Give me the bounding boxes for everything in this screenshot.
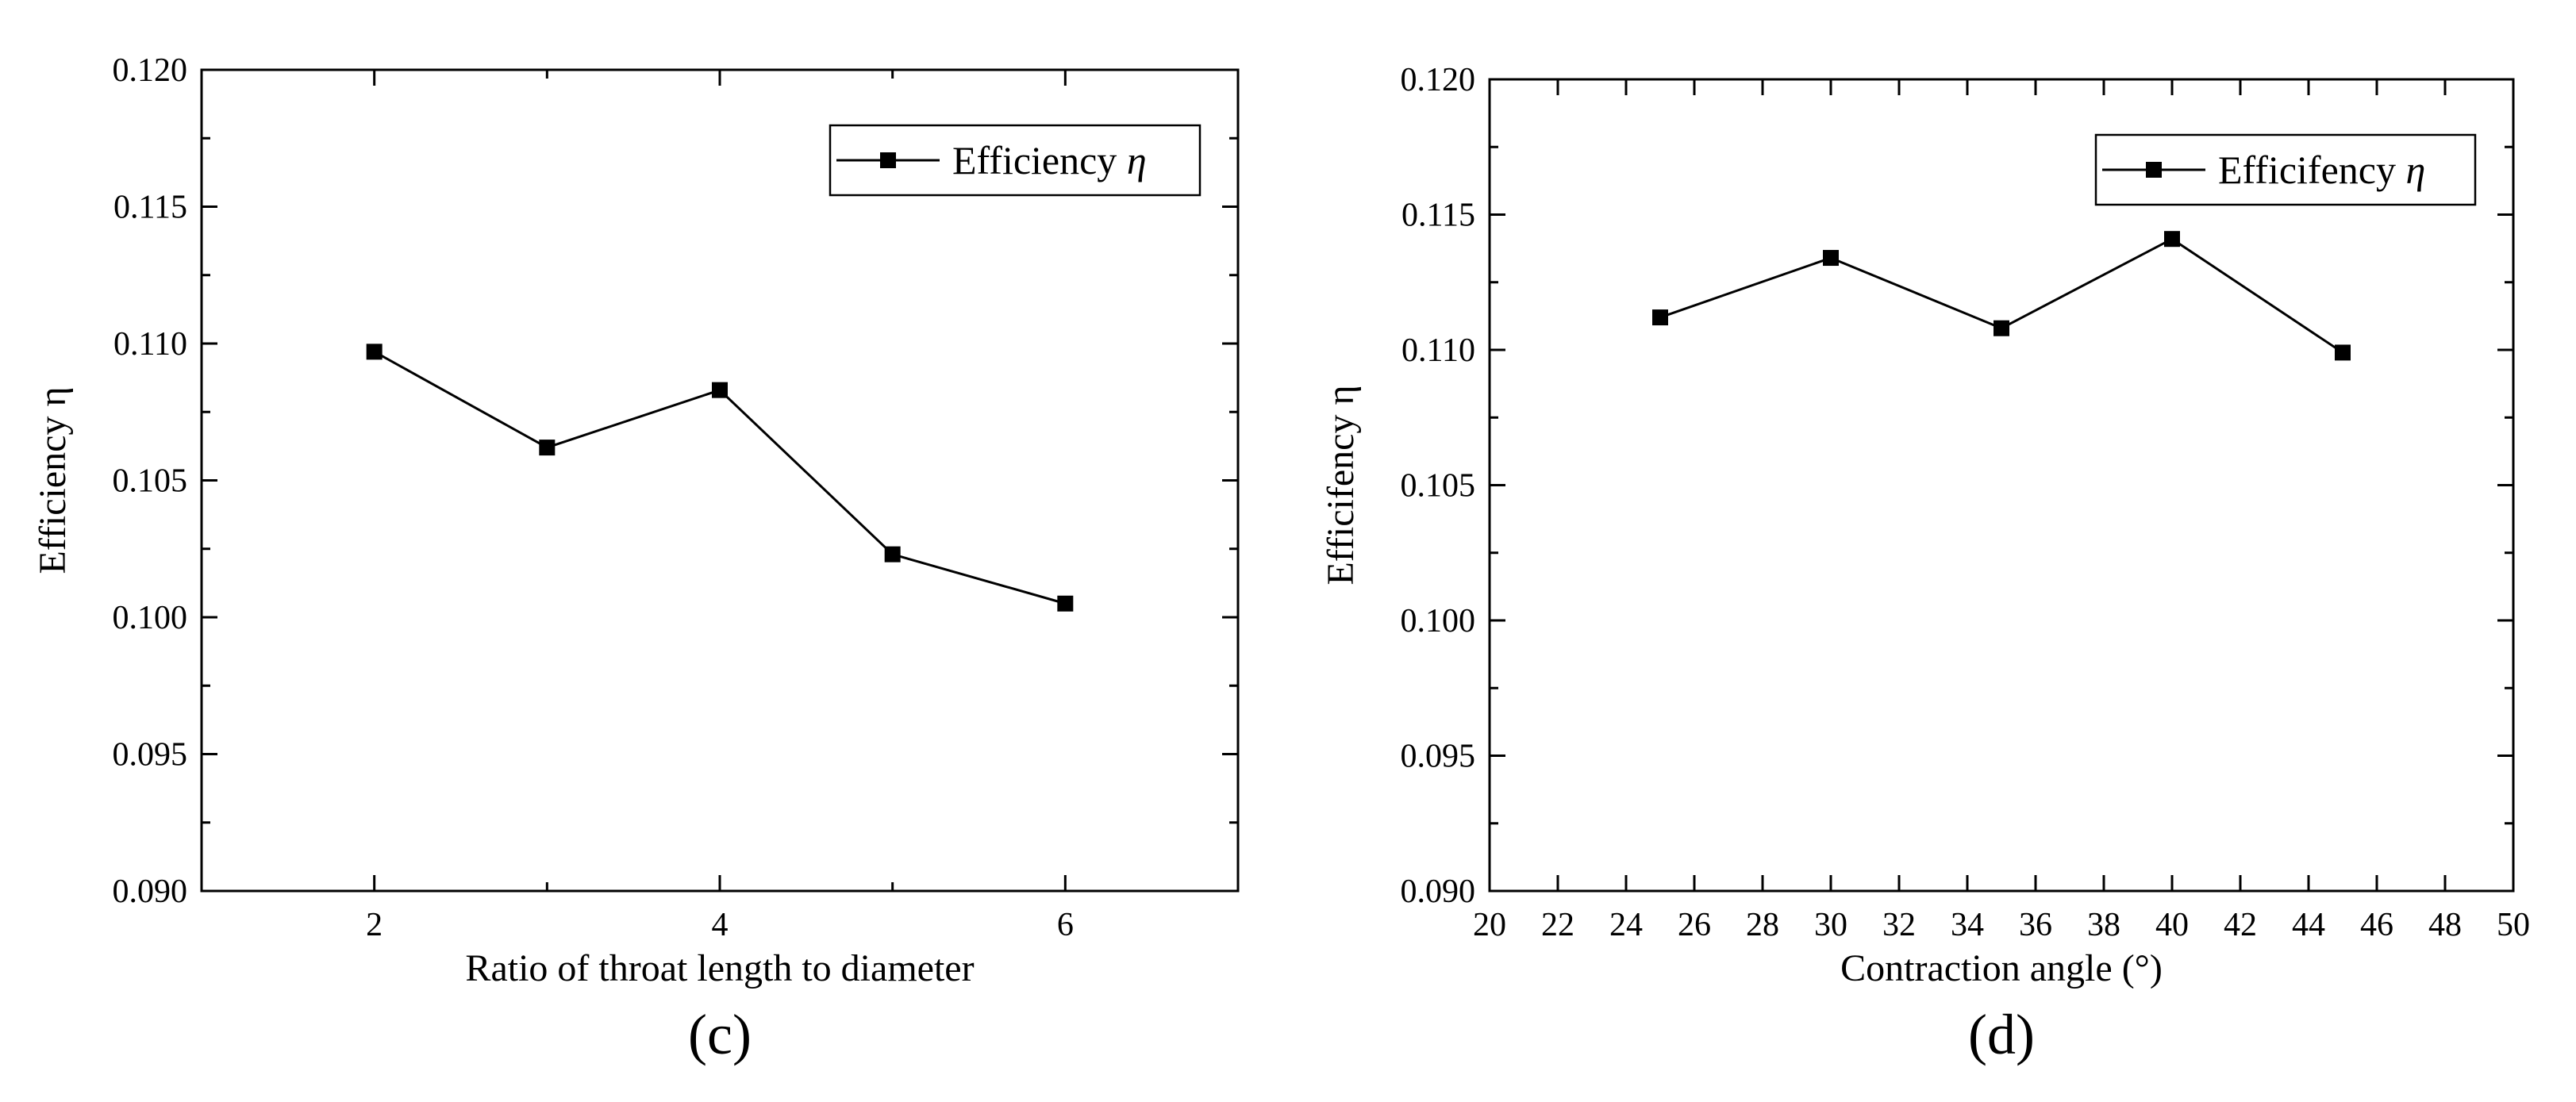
chart-1-series-0-point — [2335, 344, 2351, 361]
chart-1-legend-text: Efficifency — [2218, 148, 2396, 192]
chart-0-xtick-label: 6 — [1057, 907, 1074, 943]
chart-1-panel-label: (d) — [1968, 1003, 2035, 1066]
chart-1-ytick-label: 0.100 — [1401, 603, 1476, 639]
chart-1-xtick-label: 46 — [2360, 907, 2393, 943]
chart-0-ytick-label: 0.110 — [113, 326, 187, 363]
chart-0-series-0-point — [1057, 595, 1074, 612]
chart-1-ytick-label: 0.115 — [1401, 198, 1475, 234]
chart-1-ytick-label: 0.120 — [1401, 62, 1476, 98]
chart-0-ytick-label: 0.115 — [113, 190, 187, 226]
chart-1-xtick-label: 34 — [1951, 907, 1984, 943]
chart-0-legend-symbol: η — [1127, 138, 1147, 182]
chart-1-xtick-label: 30 — [1814, 907, 1847, 943]
chart-0-series-0-point — [366, 344, 383, 360]
chart-1-series-0-point — [1652, 309, 1668, 326]
chart-0-legend-label: Efficiency η — [952, 138, 1147, 182]
chart-1: 0.090 0.095 0.100 0.105 0.110 0.115 0.120 20 22 2… — [1320, 62, 2530, 1066]
chart-1-xtick-label: 36 — [2019, 907, 2052, 943]
chart-0-ytick-label: 0.100 — [113, 600, 188, 636]
chart-1-xtick-label: 22 — [1541, 907, 1574, 943]
chart-1-xtick-label: 38 — [2087, 907, 2120, 943]
chart-1-xtick-label: 24 — [1609, 907, 1643, 943]
chart-1-xtick-label: 20 — [1473, 907, 1506, 943]
chart-1-xtick-label: 48 — [2428, 907, 2462, 943]
chart-1-xtick-label: 50 — [2497, 907, 2530, 943]
chart-0-series-0-point — [539, 440, 556, 456]
chart-1-ytick-label: 0.110 — [1401, 332, 1475, 369]
chart-1-ytick-label: 0.105 — [1401, 468, 1476, 505]
chart-1-legend: Efficifency η — [2094, 133, 2477, 206]
chart-0-xlabel: Ratio of throat length to diameter — [465, 947, 974, 989]
chart-0-ylabel: Efficiency η — [32, 386, 74, 574]
chart-0-ytick-label: 0.090 — [113, 874, 188, 910]
chart-1-ytick-label: 0.095 — [1401, 739, 1476, 775]
chart-1-legend-symbol: η — [2405, 148, 2425, 192]
chart-1-series-0-point — [1823, 250, 1839, 267]
chart-1-xtick-label: 44 — [2292, 907, 2325, 943]
chart-1-xtick-label: 28 — [1746, 907, 1779, 943]
chart-0-ytick-label: 0.095 — [113, 737, 188, 774]
chart-1-xtick-label: 32 — [1882, 907, 1916, 943]
chart-1-xlabel: Contraction angle (°) — [1840, 947, 2163, 989]
chart-1-xtick-label: 42 — [2224, 907, 2257, 943]
chart-1-ytick-label: 0.090 — [1401, 874, 1476, 910]
chart-0-legend-text: Efficiency — [952, 138, 1117, 182]
chart-0-legend: Efficiency η — [829, 124, 1201, 197]
chart-1-xtick-label: 40 — [2155, 907, 2189, 943]
chart-0-legend-space — [1117, 138, 1127, 182]
chart-1-legend-space — [2396, 148, 2406, 192]
chart-1-series-0-point — [1994, 320, 2009, 336]
chart-0-series-0-point — [712, 382, 728, 398]
chart-0-panel-label: (c) — [688, 1003, 752, 1066]
chart-1-legend-marker — [2146, 162, 2162, 178]
chart-0-xtick-label: 4 — [712, 907, 729, 943]
chart-1-ylabel: Efficifency η — [1320, 385, 1362, 585]
chart-1-xtick-label: 26 — [1678, 907, 1711, 943]
chart-1-series-0-point — [2164, 231, 2180, 248]
chart-0-series-0-point — [884, 546, 901, 563]
chart-1-legend-label: Efficifency η — [2218, 148, 2425, 192]
chart-0-ytick-label: 0.120 — [113, 52, 188, 89]
chart-0-legend-marker — [880, 152, 896, 168]
chart-0-xtick-label: 2 — [366, 907, 383, 943]
chart-0-ytick-label: 0.105 — [113, 463, 188, 500]
chart-0: 0.090 0.095 0.100 0.105 0.110 0.115 0.120 2 4 6 Ra… — [32, 52, 1240, 1066]
